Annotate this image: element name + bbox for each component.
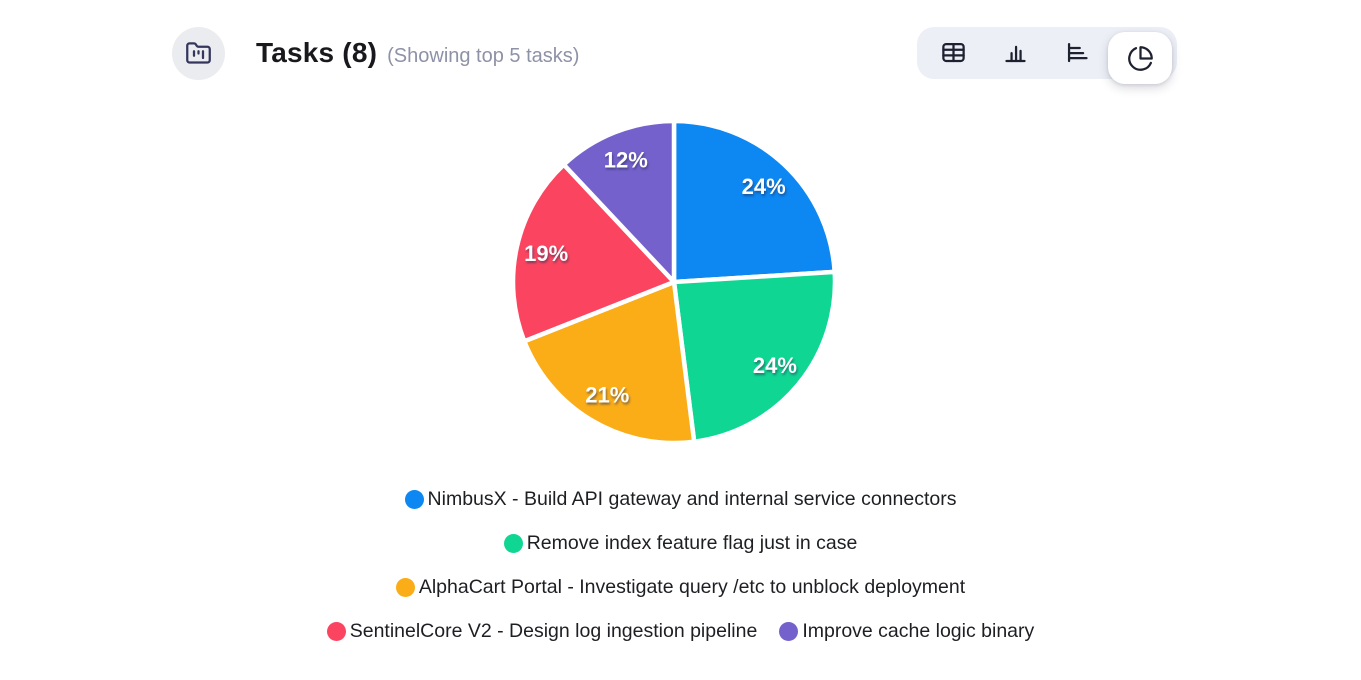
pie-slice-0[interactable] <box>671 118 837 285</box>
legend-item-2: AlphaCart Portal - Investigate query /et… <box>395 575 966 600</box>
pie-slice-4[interactable] <box>561 118 677 285</box>
pie-slice-2[interactable] <box>522 279 697 446</box>
legend-label: Remove index feature flag just in case <box>526 532 858 554</box>
legend-item-4: Improve cache logic binary <box>779 619 1034 644</box>
pie-slice-label-1: 24% <box>753 353 797 378</box>
page-title: Tasks (8) <box>256 37 378 68</box>
pie-slice-1[interactable] <box>671 269 838 444</box>
pie-chart-view-button[interactable] <box>1108 32 1172 84</box>
legend-label: NimbusX - Build API gateway and internal… <box>427 488 957 510</box>
row-chart-view-button[interactable] <box>1046 27 1108 77</box>
table-view-button[interactable] <box>922 27 984 77</box>
column-chart-icon <box>1004 45 1026 62</box>
legend-color-dot <box>395 578 415 597</box>
pie-slice-label-2: 21% <box>585 382 629 407</box>
legend-label: Improve cache logic binary <box>802 620 1035 642</box>
legend-color-dot <box>404 490 424 509</box>
legend-item-0: NimbusX - Build API gateway and internal… <box>404 487 957 512</box>
widget-header: Tasks (8) (Showing top 5 tasks) <box>172 25 1177 84</box>
row-chart-icon <box>1067 42 1088 62</box>
pie-chart: 24% 24% 21% 19% 12% <box>494 102 854 462</box>
legend-label: SentinelCore V2 - Design log ingestion p… <box>349 620 758 642</box>
pie-chart-icon <box>1127 45 1153 71</box>
column-chart-view-button[interactable] <box>984 27 1046 77</box>
pie-chart-svg: 24% 24% 21% 19% 12% <box>510 118 838 446</box>
chart-legend: NimbusX - Build API gateway and internal… <box>0 487 1361 644</box>
pie-slice-label-0: 24% <box>742 174 786 199</box>
table-icon <box>941 42 965 62</box>
pie-slice-3[interactable] <box>510 162 677 344</box>
legend-item-1: Remove index feature flag just in case <box>503 531 858 556</box>
tasks-badge <box>172 26 225 80</box>
legend-color-dot <box>503 534 523 553</box>
header-titles: Tasks (8) (Showing top 5 tasks) <box>256 37 579 69</box>
legend-item-3: SentinelCore V2 - Design log ingestion p… <box>326 619 758 644</box>
legend-color-dot <box>326 622 346 641</box>
folder-kanban-icon <box>186 41 211 64</box>
page-subtitle: (Showing top 5 tasks) <box>387 45 580 67</box>
chart-view-switcher <box>917 27 1177 84</box>
legend-color-dot <box>779 622 799 641</box>
pie-slice-label-3: 19% <box>524 241 568 266</box>
legend-label: AlphaCart Portal - Investigate query /et… <box>418 576 966 598</box>
pie-slice-label-4: 12% <box>604 148 648 173</box>
